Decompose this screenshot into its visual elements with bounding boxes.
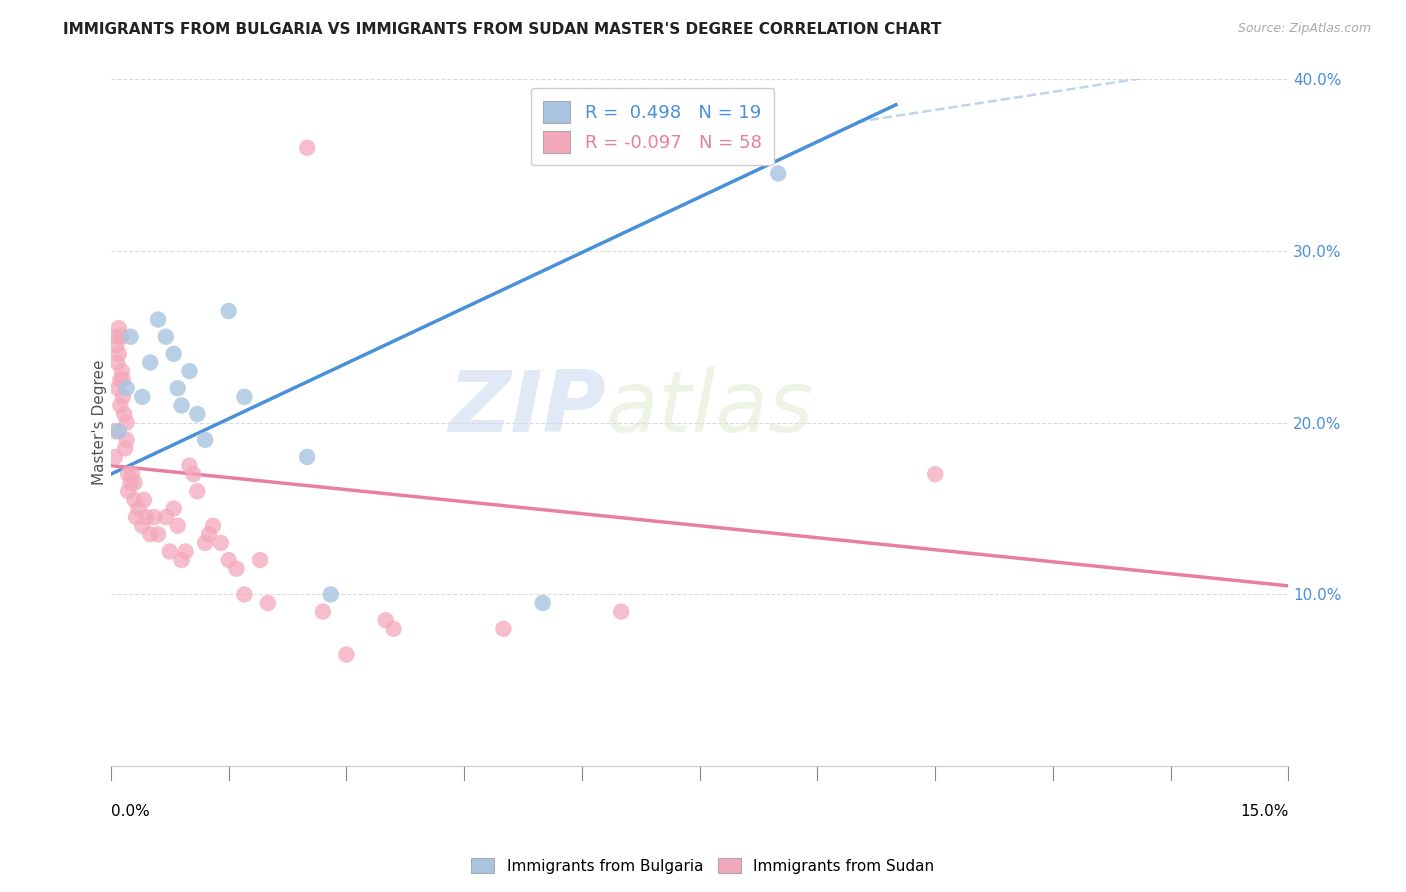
Point (104, 450, 127, 464)
Point (117, 467, 139, 482)
Point (139, 527, 162, 541)
Point (319, 587, 342, 601)
Point (104, 329, 127, 343)
Point (131, 518, 153, 533)
Text: 0.0%: 0.0% (111, 804, 149, 819)
Point (115, 433, 138, 447)
Point (115, 381, 138, 395)
Text: IMMIGRANTS FROM BULGARIA VS IMMIGRANTS FROM SUDAN MASTER'S DEGREE CORRELATION CH: IMMIGRANTS FROM BULGARIA VS IMMIGRANTS F… (63, 22, 942, 37)
Point (146, 312, 169, 326)
Point (233, 587, 256, 601)
Point (155, 329, 177, 343)
Point (170, 399, 193, 413)
Point (179, 458, 201, 473)
Point (107, 424, 129, 438)
Legend: R =  0.498   N = 19, R = -0.097   N = 58: R = 0.498 N = 19, R = -0.097 N = 58 (530, 88, 775, 166)
Point (115, 416, 138, 430)
Point (183, 467, 205, 482)
Point (163, 347, 186, 361)
Point (249, 553, 271, 567)
Point (107, 321, 129, 335)
Point (186, 407, 208, 421)
Point (143, 510, 166, 524)
Point (111, 390, 134, 404)
Legend: Immigrants from Bulgaria, Immigrants from Sudan: Immigrants from Bulgaria, Immigrants fro… (465, 852, 941, 880)
Point (110, 373, 132, 387)
Text: ZIP: ZIP (449, 368, 606, 450)
Text: 15.0%: 15.0% (1240, 804, 1288, 819)
Point (111, 373, 134, 387)
Point (179, 364, 201, 378)
Point (186, 484, 208, 499)
Point (166, 518, 188, 533)
Point (610, 605, 633, 619)
Point (924, 467, 946, 482)
Point (225, 562, 247, 576)
Point (110, 399, 132, 413)
Point (492, 622, 515, 636)
Point (233, 390, 256, 404)
Point (125, 510, 148, 524)
Point (766, 166, 789, 180)
Point (159, 544, 181, 558)
Text: Source: ZipAtlas.com: Source: ZipAtlas.com (1237, 22, 1371, 36)
Point (174, 544, 197, 558)
Point (295, 450, 318, 464)
Point (139, 355, 162, 369)
Point (163, 501, 186, 516)
Point (107, 347, 129, 361)
Point (132, 492, 155, 507)
Point (166, 381, 188, 395)
Point (374, 613, 396, 627)
Point (312, 605, 335, 619)
Point (124, 475, 146, 490)
Point (198, 527, 221, 541)
Y-axis label: Master's Degree: Master's Degree (93, 359, 107, 485)
Point (170, 553, 193, 567)
Point (121, 467, 143, 482)
Point (105, 355, 128, 369)
Point (218, 553, 240, 567)
Point (112, 407, 135, 421)
Point (110, 329, 132, 343)
Text: atlas: atlas (606, 368, 814, 450)
Point (135, 510, 157, 524)
Point (382, 622, 405, 636)
Point (531, 596, 554, 610)
Point (209, 536, 232, 550)
Point (218, 304, 240, 318)
Point (257, 596, 280, 610)
Point (104, 424, 127, 438)
Point (105, 338, 128, 352)
Point (295, 141, 318, 155)
Point (201, 518, 224, 533)
Point (117, 484, 139, 499)
Point (194, 433, 217, 447)
Point (107, 381, 129, 395)
Point (111, 364, 134, 378)
Point (335, 648, 357, 662)
Point (194, 536, 217, 550)
Point (120, 475, 142, 490)
Point (131, 390, 153, 404)
Point (127, 501, 149, 516)
Point (124, 492, 146, 507)
Point (120, 329, 142, 343)
Point (114, 442, 136, 456)
Point (146, 527, 169, 541)
Point (155, 510, 177, 524)
